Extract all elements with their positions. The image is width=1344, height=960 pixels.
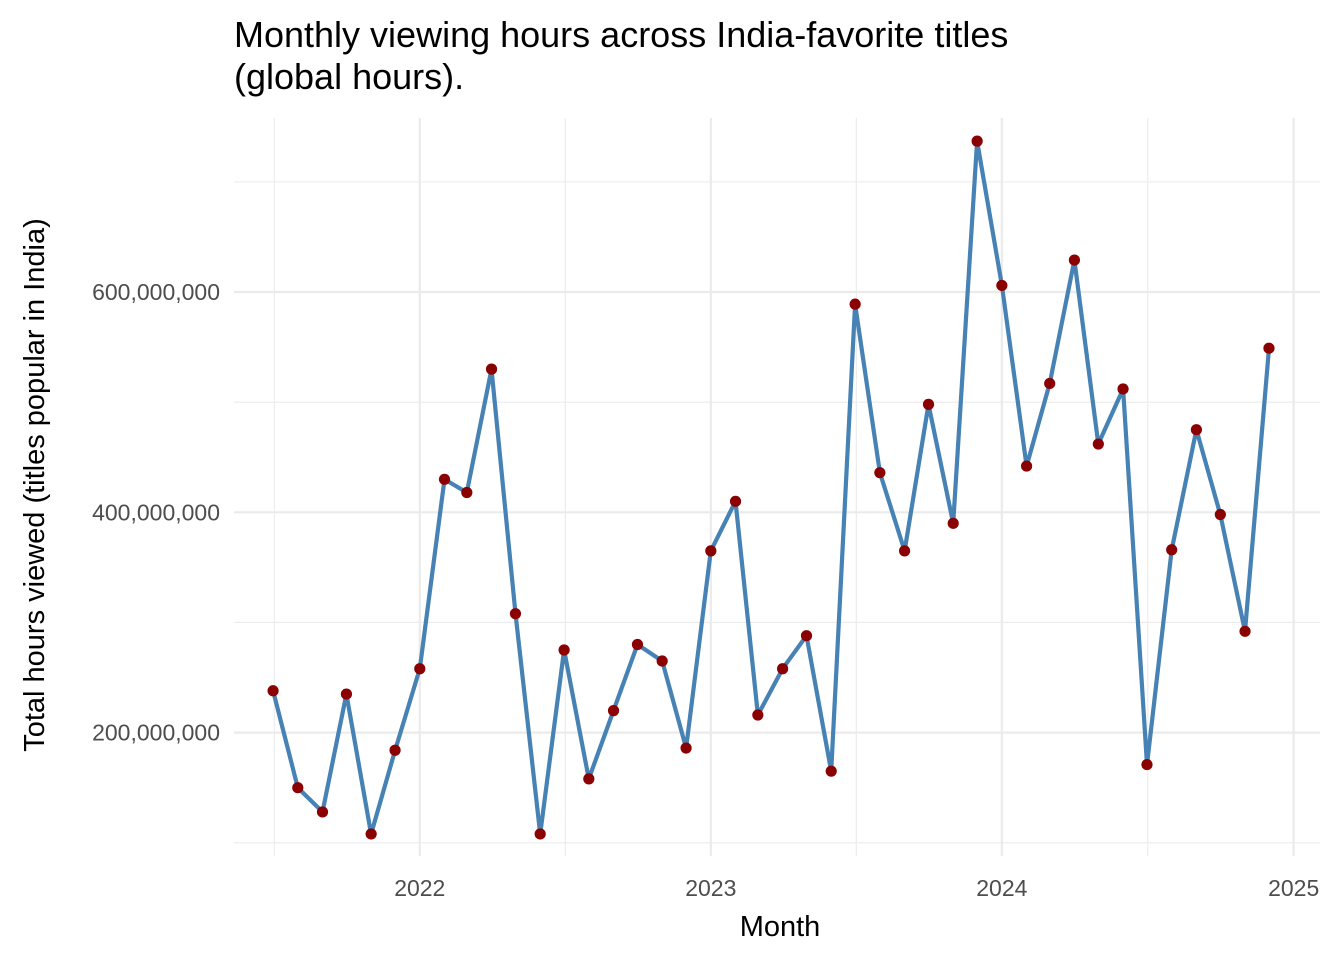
data-point [1239,625,1251,637]
data-point [583,773,595,785]
data-point [1020,460,1033,472]
data-point [607,705,620,717]
data-point [1141,758,1153,771]
data-point [776,663,789,675]
y-tick-label: 600,000,000 [92,279,220,305]
data-point [1214,508,1226,521]
y-tick-label: 200,000,000 [92,720,220,746]
x-tick-label: 2023 [685,875,736,901]
data-point [849,298,861,310]
x-axis-tick-labels: 2022 2023 2024 2025 [394,875,1319,901]
data-point [1166,544,1178,556]
data-point [316,806,329,818]
data-point [1263,342,1275,354]
major-gridlines [234,118,1320,856]
data-point [800,630,813,642]
data-point [656,655,668,667]
data-point [389,744,401,756]
data-point [340,688,353,700]
data-point [996,279,1008,292]
data-point [971,135,983,147]
chart-title: Monthly viewing hours across India-favor… [234,14,1009,97]
data-point [898,545,911,557]
data-point [729,495,742,507]
data-point [558,644,570,656]
data-point [752,709,764,721]
data-point [292,782,304,794]
data-point [1092,438,1104,450]
data-point [1068,254,1081,266]
x-tick-label: 2025 [1268,875,1319,901]
x-axis-title: Month [740,911,821,943]
data-point [874,467,886,479]
data-point [461,486,473,499]
y-axis-tick-labels: 200,000,000 400,000,000 600,000,000 [92,279,220,746]
data-point [509,608,522,620]
y-tick-label: 400,000,000 [92,499,220,525]
data-point [534,828,546,840]
data-point [1190,424,1203,436]
data-point [922,398,935,410]
data-point [438,473,451,485]
y-axis-title: Total hours viewed (titles popular in In… [19,218,51,752]
x-tick-label: 2024 [976,875,1027,901]
data-point [414,663,426,675]
data-point [825,765,837,777]
data-point [947,517,959,529]
data-point [1117,383,1129,395]
series-layer [267,135,1275,840]
series-line [271,139,1272,837]
data-point [705,545,717,557]
x-tick-label: 2022 [394,875,445,901]
data-point [485,363,498,375]
data-point [267,685,279,697]
data-point [1044,377,1056,390]
data-point [365,828,377,840]
data-point [631,638,644,651]
data-point [680,742,692,754]
